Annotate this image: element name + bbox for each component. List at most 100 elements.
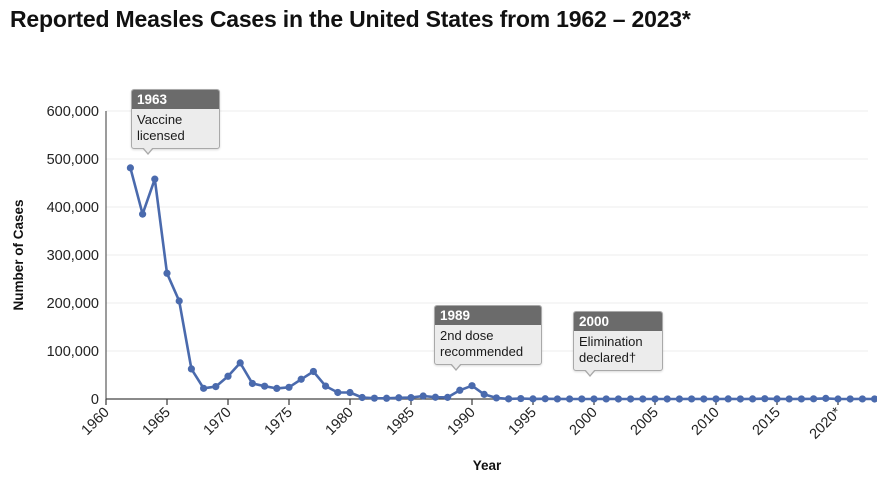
data-point-2016[interactable]: [785, 395, 793, 403]
x-tick-label: 1980: [323, 405, 357, 439]
annotation-year: 1989: [435, 306, 541, 325]
data-point-2008[interactable]: [688, 395, 696, 403]
data-point-1993[interactable]: [505, 395, 513, 403]
x-axis-title: Year: [473, 458, 502, 473]
x-tick-label: 2015: [750, 405, 784, 439]
data-point-2015[interactable]: [773, 395, 781, 403]
data-point-2010[interactable]: [712, 395, 720, 403]
data-point-2002[interactable]: [614, 395, 623, 403]
data-point-1965[interactable]: [163, 269, 171, 277]
data-point-1994[interactable]: [517, 394, 525, 403]
data-point-1984[interactable]: [395, 394, 403, 402]
data-point-1970[interactable]: [224, 372, 232, 380]
y-axis-title: Number of Cases: [11, 199, 26, 310]
data-point-1980[interactable]: [346, 388, 354, 397]
data-point-1977[interactable]: [309, 367, 317, 376]
data-point-1996[interactable]: [541, 395, 549, 403]
y-tick-label: 300,000: [47, 248, 99, 264]
data-point-2017[interactable]: [797, 395, 806, 403]
data-point-1976[interactable]: [297, 375, 305, 383]
data-point-1967[interactable]: [187, 365, 195, 373]
x-tick-label: 1995: [506, 405, 540, 439]
annotation-pointer: [584, 369, 596, 377]
data-point-1985[interactable]: [407, 394, 415, 402]
annotation-year: 1963: [132, 90, 219, 109]
data-point-2023[interactable]: [871, 395, 877, 403]
data-point-1978[interactable]: [322, 382, 330, 390]
data-point-2019[interactable]: [822, 394, 830, 402]
annotation-second-dose: 1989 2nd dose recommended: [434, 305, 542, 371]
data-point-1991[interactable]: [480, 390, 488, 398]
data-point-2007[interactable]: [675, 395, 684, 403]
data-point-2004[interactable]: [639, 395, 647, 403]
data-point-1975[interactable]: [285, 383, 293, 391]
data-point-1981[interactable]: [358, 393, 366, 402]
y-tick-label: 0: [91, 392, 99, 408]
data-point-1972[interactable]: [248, 379, 256, 388]
gridlines: [106, 110, 868, 352]
data-point-2001[interactable]: [602, 395, 610, 403]
data-point-2006[interactable]: [663, 395, 671, 403]
y-tick-label: 500,000: [47, 152, 99, 168]
data-point-2022[interactable]: [858, 395, 867, 403]
x-tick-label: 2005: [628, 405, 662, 439]
data-point-1964[interactable]: [151, 175, 159, 183]
data-point-1963[interactable]: [139, 210, 147, 218]
data-point-1982[interactable]: [370, 394, 378, 402]
annotation-text: Elimination declared†: [579, 334, 643, 365]
x-tick-label: 1960: [79, 405, 113, 439]
x-tick-label: 2000: [567, 405, 601, 439]
y-axis-ticks: 0 100,000 200,000 300,000 400,000 500,000 600,…: [47, 104, 99, 408]
annotation-elimination: 2000 Elimination declared†: [573, 311, 663, 377]
data-point-2003[interactable]: [627, 395, 635, 403]
data-point-2014[interactable]: [761, 395, 769, 403]
y-tick-label: 200,000: [47, 296, 99, 312]
x-axis-ticks: 1960 1965 1970 1975 1980 1985 1990 1995 2000 2005…: [79, 399, 845, 443]
data-point-1997[interactable]: [553, 395, 562, 403]
data-point-2020[interactable]: [834, 395, 842, 403]
data-point-1966[interactable]: [175, 297, 183, 305]
data-point-1986[interactable]: [419, 392, 427, 400]
data-point-1988[interactable]: [444, 393, 452, 401]
data-point-1969[interactable]: [212, 383, 220, 391]
data-point-1983[interactable]: [383, 394, 391, 402]
data-points: [126, 164, 877, 403]
data-point-1998[interactable]: [566, 395, 574, 403]
data-point-2012[interactable]: [736, 395, 745, 403]
data-point-1979[interactable]: [334, 388, 342, 397]
data-point-2009[interactable]: [700, 395, 708, 403]
data-point-1995[interactable]: [529, 395, 537, 403]
data-point-1971[interactable]: [236, 359, 244, 367]
data-point-1999[interactable]: [578, 395, 586, 403]
data-point-2018[interactable]: [810, 395, 818, 403]
data-point-2011[interactable]: [724, 395, 732, 403]
data-point-1989[interactable]: [456, 386, 464, 394]
y-tick-label: 400,000: [47, 200, 99, 216]
data-point-1968[interactable]: [200, 384, 208, 392]
annotation-pointer: [450, 363, 462, 371]
data-point-1990[interactable]: [468, 382, 476, 390]
data-point-2005[interactable]: [651, 395, 659, 403]
annotation-text: Vaccine licensed: [137, 112, 185, 143]
y-tick-label: 600,000: [47, 104, 99, 120]
x-tick-label: 1985: [384, 405, 418, 439]
data-point-1973[interactable]: [261, 382, 269, 390]
data-point-1962[interactable]: [126, 164, 134, 172]
data-point-1992[interactable]: [492, 394, 500, 402]
y-tick-label: 100,000: [47, 344, 99, 360]
data-point-2021[interactable]: [846, 395, 854, 403]
x-tick-label: 2020*: [807, 404, 845, 442]
data-point-2000[interactable]: [590, 395, 598, 403]
data-point-1974[interactable]: [273, 384, 281, 392]
x-tick-label: 2010: [689, 405, 723, 439]
annotation-pointer: [142, 147, 154, 155]
x-tick-label: 1990: [445, 405, 479, 439]
data-point-1987[interactable]: [431, 393, 439, 401]
annotation-text: 2nd dose recommended: [440, 328, 524, 359]
annotation-year: 2000: [574, 312, 662, 331]
data-point-2013[interactable]: [749, 395, 757, 403]
x-tick-label: 1975: [262, 405, 296, 439]
x-tick-label: 1965: [140, 405, 174, 439]
chart-title: Reported Measles Cases in the United Sta…: [10, 6, 691, 32]
